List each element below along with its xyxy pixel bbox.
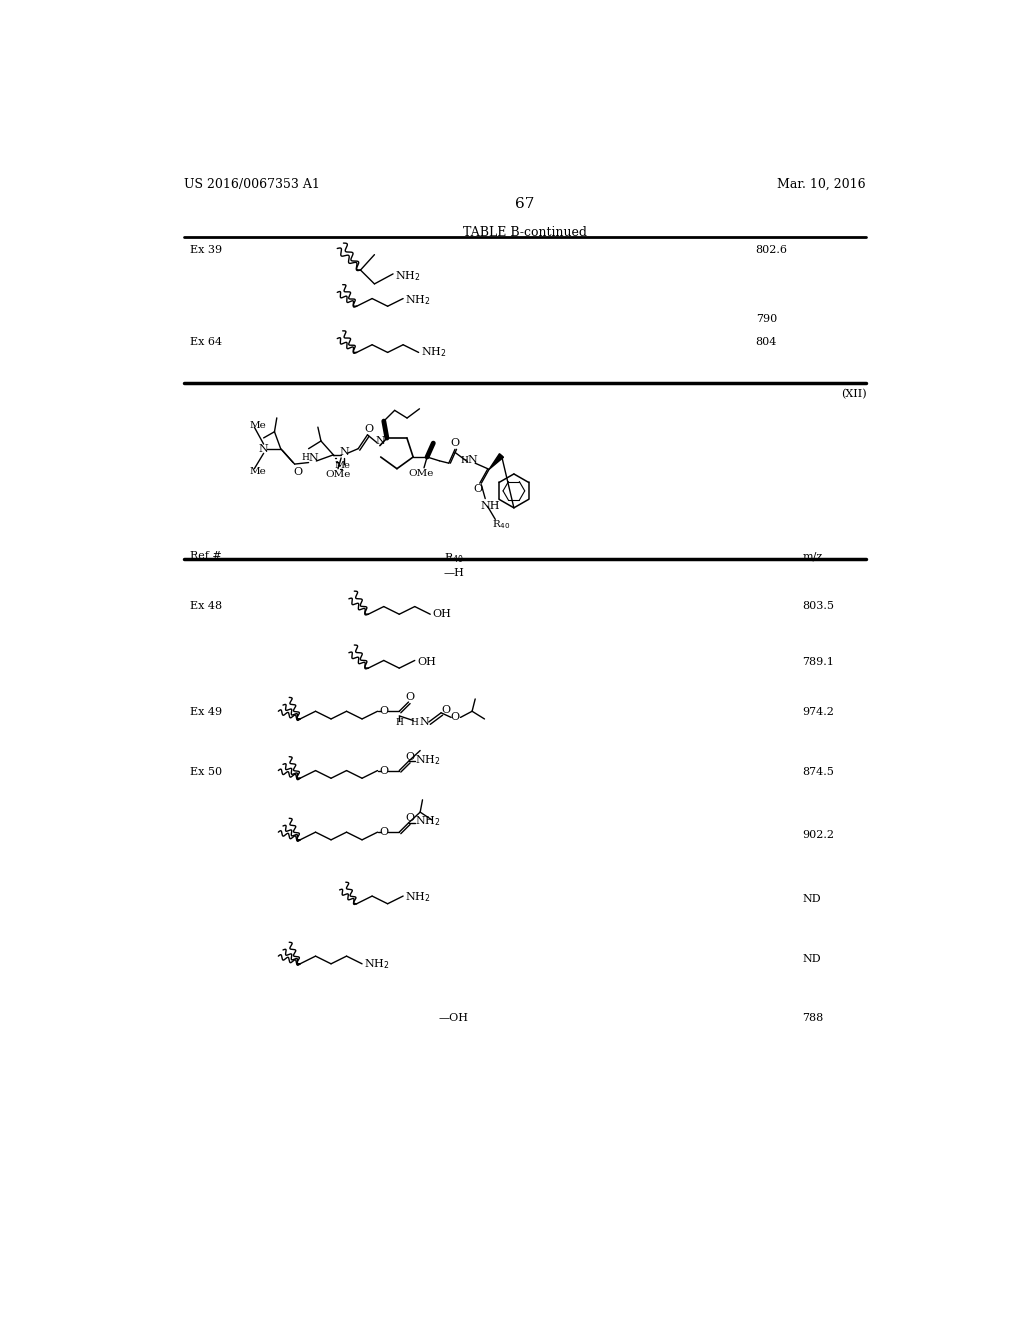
Text: 803.5: 803.5 (802, 601, 835, 611)
Text: N: N (375, 436, 385, 446)
Text: NH$_2$: NH$_2$ (415, 814, 440, 828)
Text: 802.6: 802.6 (756, 244, 787, 255)
Text: NH$_2$: NH$_2$ (415, 752, 440, 767)
Text: N: N (339, 446, 349, 457)
Text: 788: 788 (802, 1014, 823, 1023)
Text: Me: Me (250, 467, 266, 477)
Text: OMe: OMe (326, 470, 350, 479)
Text: O: O (474, 484, 482, 495)
Text: 874.5: 874.5 (802, 767, 835, 776)
Text: OMe: OMe (409, 470, 433, 478)
Text: O: O (379, 766, 388, 776)
Text: TABLE B-continued: TABLE B-continued (463, 226, 587, 239)
Text: Mar. 10, 2016: Mar. 10, 2016 (777, 178, 866, 190)
Text: NH$_2$: NH$_2$ (421, 346, 446, 359)
Text: O: O (406, 813, 415, 824)
Text: O: O (451, 713, 460, 722)
Text: O: O (451, 438, 460, 449)
Text: H: H (411, 718, 419, 726)
Text: 790: 790 (756, 314, 777, 323)
Text: N: N (467, 455, 477, 465)
Text: NH$_2$: NH$_2$ (406, 891, 431, 904)
Text: N: N (259, 444, 268, 454)
Text: N: N (419, 717, 429, 727)
Text: Me: Me (335, 461, 350, 470)
Text: NH: NH (481, 502, 501, 511)
Text: 804: 804 (756, 337, 777, 347)
Text: (XII): (XII) (841, 389, 866, 400)
Text: O: O (379, 828, 388, 837)
Text: O: O (406, 693, 415, 702)
Text: 67: 67 (515, 197, 535, 211)
Text: OH: OH (432, 610, 452, 619)
Text: Me: Me (250, 421, 266, 430)
Text: 789.1: 789.1 (802, 657, 835, 668)
Text: NH$_2$: NH$_2$ (406, 293, 431, 308)
Text: Ex 48: Ex 48 (190, 601, 222, 611)
Text: m/z: m/z (802, 552, 822, 561)
Text: ND: ND (802, 954, 821, 964)
Text: —OH: —OH (438, 1014, 469, 1023)
Text: Ref #: Ref # (190, 552, 222, 561)
Text: O: O (293, 467, 302, 477)
Text: H: H (461, 455, 468, 465)
Text: ND: ND (802, 894, 821, 904)
Text: H: H (301, 454, 309, 462)
Text: N: N (308, 453, 318, 463)
Text: O: O (406, 751, 415, 762)
Text: 902.2: 902.2 (802, 830, 835, 840)
Text: Ex 39: Ex 39 (190, 244, 222, 255)
Text: R$_{40}$: R$_{40}$ (493, 519, 511, 531)
Text: US 2016/0067353 A1: US 2016/0067353 A1 (183, 178, 319, 190)
Text: O: O (379, 706, 388, 717)
Text: NH$_2$: NH$_2$ (365, 957, 390, 970)
Text: Ex 50: Ex 50 (190, 767, 222, 776)
Text: 974.2: 974.2 (802, 708, 835, 717)
Text: Ex 64: Ex 64 (190, 337, 222, 347)
Text: NH$_2$: NH$_2$ (395, 269, 421, 282)
Text: H: H (395, 718, 403, 726)
Text: O: O (365, 424, 374, 434)
Text: OH: OH (417, 657, 436, 667)
Text: Ex 49: Ex 49 (190, 708, 222, 717)
Text: O: O (441, 705, 451, 714)
Text: —H: —H (443, 568, 464, 578)
Text: R$_{40}$: R$_{40}$ (443, 552, 464, 565)
Polygon shape (489, 454, 504, 470)
